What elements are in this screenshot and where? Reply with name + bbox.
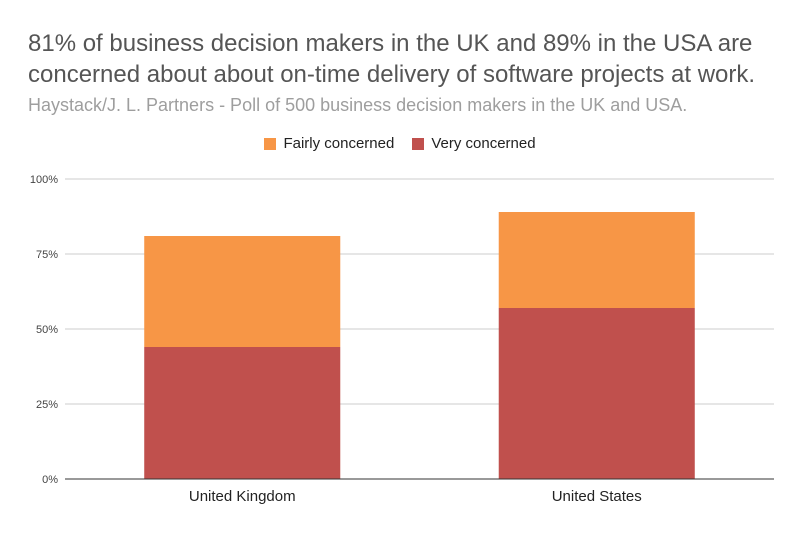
legend-swatch-very-concerned — [412, 137, 425, 150]
x-category-label: United Kingdom — [189, 488, 296, 505]
y-tick-label: 75% — [36, 249, 58, 261]
bar-fairly-concerned — [498, 212, 695, 308]
chart-legend: Fairly concerned Very concerned — [0, 135, 800, 152]
legend-label-fairly-concerned: Fairly concerned — [283, 135, 395, 152]
legend-item-very-concerned: Very concerned — [412, 135, 536, 152]
x-category-label: United States — [552, 488, 642, 505]
y-tick-label: 100% — [30, 174, 58, 186]
bars — [144, 212, 695, 479]
chart-subtitle: Haystack/J. L. Partners - Poll of 500 bu… — [28, 95, 688, 115]
legend-swatch-fairly-concerned — [264, 137, 277, 150]
y-tick-label: 50% — [36, 324, 58, 336]
bar-fairly-concerned — [144, 236, 341, 347]
y-tick-label: 25% — [36, 399, 58, 411]
legend-item-fairly-concerned: Fairly concerned — [264, 135, 394, 152]
bar-very-concerned — [498, 308, 695, 479]
x-axis-labels: United Kingdom United States — [189, 488, 642, 505]
y-axis-ticks: 0% 25% 50% 75% 100% — [30, 174, 58, 486]
chart-title: 81% of business decision makers in the U… — [28, 30, 756, 88]
legend-label-very-concerned: Very concerned — [431, 135, 536, 152]
y-tick-label: 0% — [42, 474, 58, 486]
bar-very-concerned — [144, 347, 341, 479]
